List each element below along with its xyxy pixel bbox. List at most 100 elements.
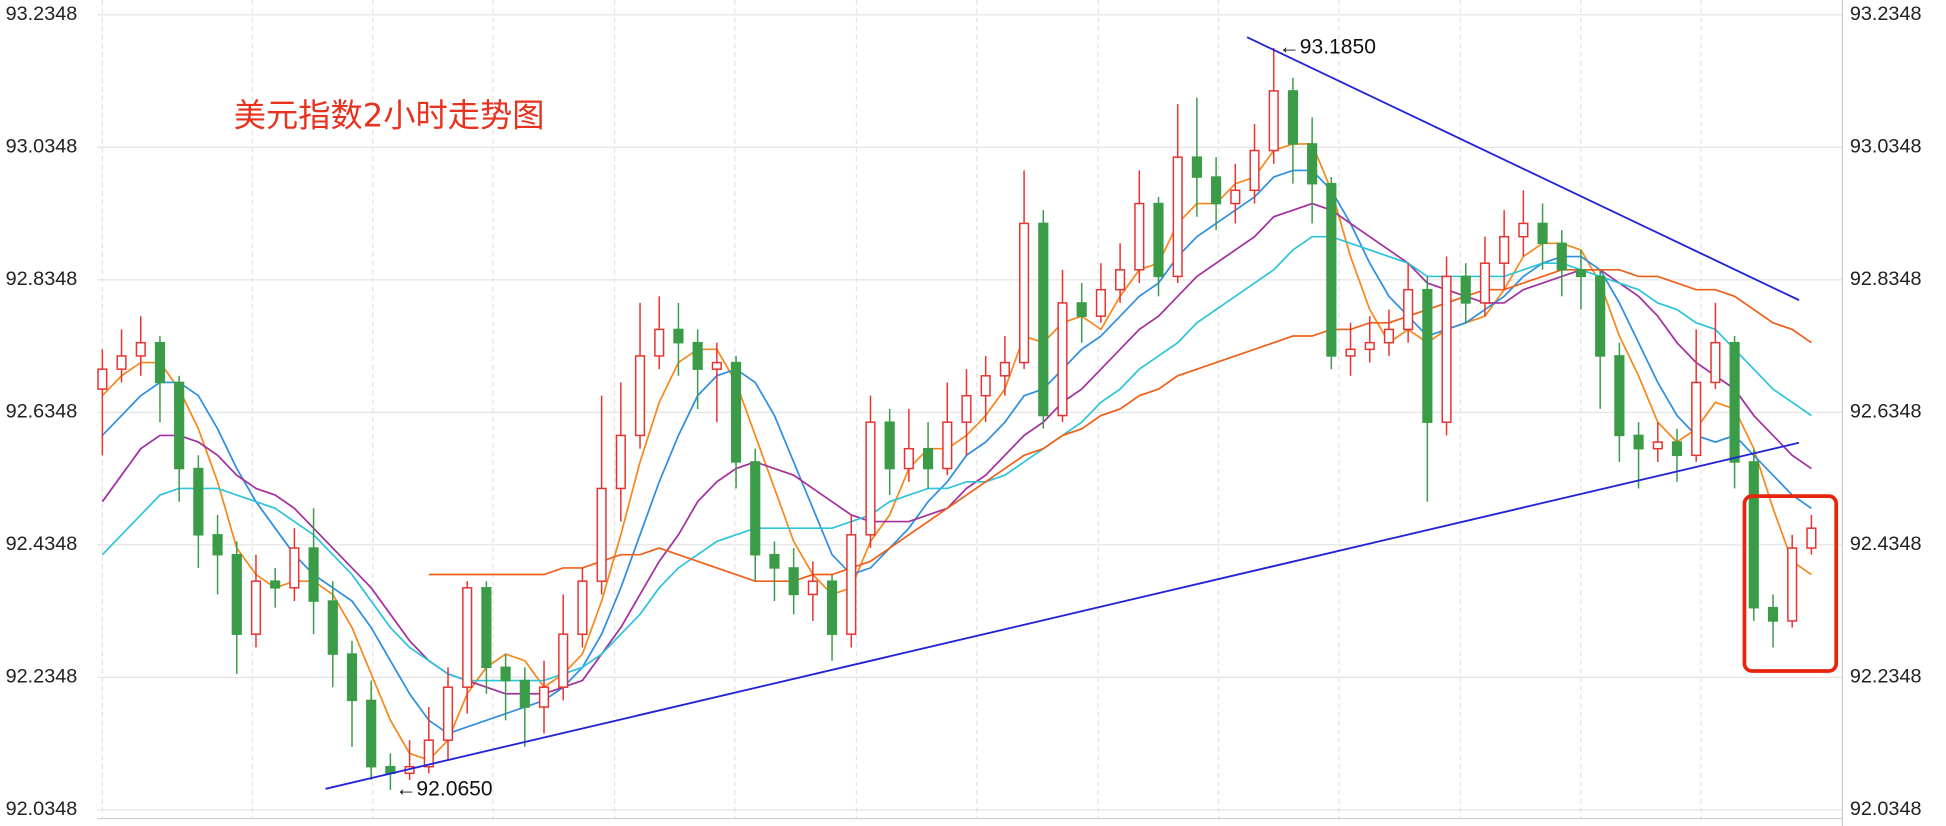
candle-body xyxy=(231,553,242,635)
candle-body xyxy=(942,421,953,470)
candle-body xyxy=(366,699,377,768)
y-tick-label-left: 92.0348 xyxy=(6,798,78,820)
candle-body xyxy=(1211,176,1222,205)
candle-body xyxy=(884,421,895,470)
support-trendline xyxy=(325,441,1800,790)
marks xyxy=(97,47,1817,790)
candle-body xyxy=(730,361,742,463)
candle-body xyxy=(1403,288,1414,331)
y-tick-label-right: 92.6348 xyxy=(1850,401,1922,423)
candle-body xyxy=(1249,149,1260,192)
candle-body xyxy=(97,368,108,390)
candle-body xyxy=(788,567,799,596)
resistance-trendline xyxy=(1246,36,1800,301)
candle-body xyxy=(558,633,569,688)
candle-body xyxy=(250,580,262,635)
candle-body xyxy=(1268,90,1279,152)
y-tick-label-right: 93.0348 xyxy=(1850,136,1922,158)
candle-body xyxy=(711,361,722,370)
candle-body xyxy=(1191,156,1202,178)
candle-body xyxy=(270,580,281,589)
candle-body xyxy=(1691,381,1702,457)
candle-body xyxy=(1710,341,1721,384)
candle-body xyxy=(692,341,703,370)
candle-body xyxy=(903,447,914,470)
price-annotation: ←93.1850 xyxy=(1279,35,1376,58)
candle-body xyxy=(634,355,646,437)
candle-body xyxy=(1595,275,1606,357)
y-tick-label-right: 92.4348 xyxy=(1850,533,1922,555)
y-tick-label-right: 92.2348 xyxy=(1850,666,1922,688)
candle-body xyxy=(538,686,550,708)
candle-body xyxy=(1230,189,1241,205)
candle-body xyxy=(1479,262,1491,304)
candle-body xyxy=(289,547,300,589)
candle-body xyxy=(1787,547,1798,622)
candle-body xyxy=(1633,434,1644,450)
candle-body xyxy=(1019,222,1030,364)
candle-body xyxy=(1038,222,1049,417)
y-tick-label-left: 92.4348 xyxy=(6,533,78,555)
candle-body xyxy=(1537,222,1548,245)
candle-body xyxy=(462,587,473,688)
candle-body xyxy=(980,375,991,397)
candle-body xyxy=(922,447,934,470)
candle-body xyxy=(865,421,876,536)
chart-title: 美元指数2小时走势图 xyxy=(234,97,545,135)
candle-body xyxy=(174,381,185,470)
candle-body xyxy=(826,580,838,635)
price-annotation: ←92.0650 xyxy=(395,777,492,800)
candle-body xyxy=(999,361,1010,377)
moving-average-line xyxy=(101,202,1812,695)
candle-body xyxy=(481,587,492,669)
candle-body xyxy=(135,341,146,357)
candle-body xyxy=(1556,242,1567,271)
candle-body xyxy=(423,739,434,768)
candle-body xyxy=(116,355,127,370)
moving-average-line xyxy=(101,169,1812,735)
candle-body xyxy=(1076,302,1087,317)
candle-body xyxy=(1115,269,1126,291)
highlight-box xyxy=(1742,494,1839,673)
candle-body xyxy=(1499,235,1510,264)
y-tick-label-right: 92.8348 xyxy=(1850,268,1922,290)
candle-body xyxy=(1095,288,1106,317)
candle-body xyxy=(807,580,818,596)
candle-body xyxy=(1441,275,1452,423)
candle-body xyxy=(1057,302,1068,417)
y-tick-label-right: 93.2348 xyxy=(1850,3,1922,25)
candle-body xyxy=(327,600,338,655)
candle-body xyxy=(1307,143,1318,185)
candle-body xyxy=(442,686,454,741)
candle-body xyxy=(1383,328,1395,344)
candle-body xyxy=(1575,269,1587,278)
y-tick-label-left: 92.2348 xyxy=(6,666,78,688)
candle-body xyxy=(1671,441,1683,457)
candle-body xyxy=(1729,341,1740,463)
candle-body xyxy=(1326,182,1337,357)
candle-body xyxy=(1364,341,1375,351)
candle-body xyxy=(519,679,530,708)
candle-body xyxy=(212,534,223,556)
candle-body xyxy=(673,328,684,344)
y-tick-label-left: 93.2348 xyxy=(6,3,78,25)
candle-body xyxy=(961,394,972,423)
candle-body xyxy=(1345,348,1356,357)
candle-body xyxy=(346,653,358,702)
candle-body xyxy=(1422,288,1433,423)
candle-body xyxy=(596,487,607,582)
candle-body xyxy=(1172,156,1183,278)
candle-body xyxy=(1806,527,1817,549)
candle-body xyxy=(769,553,780,569)
candle-body xyxy=(1748,461,1759,609)
candle-body xyxy=(1652,441,1663,450)
y-tick-label-left: 92.8348 xyxy=(6,268,78,290)
candle-body xyxy=(1518,222,1529,238)
candle-body xyxy=(654,328,665,357)
candle-body xyxy=(1767,606,1779,622)
candle-body xyxy=(1460,275,1471,304)
y-tick-label-left: 92.6348 xyxy=(6,401,78,423)
candle-body xyxy=(615,434,626,490)
